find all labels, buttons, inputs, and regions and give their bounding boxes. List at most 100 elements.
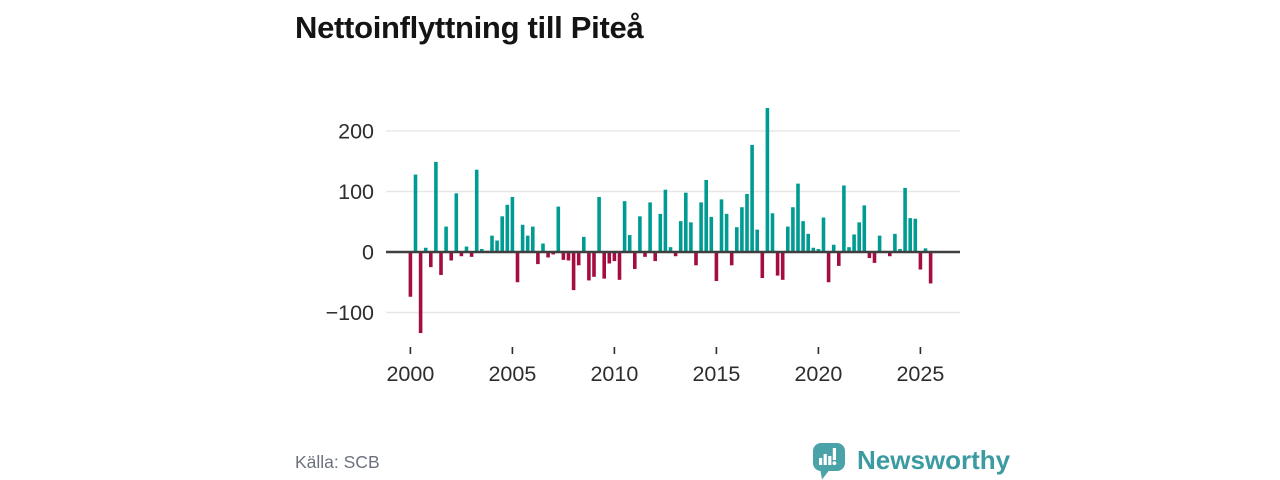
bar-2014-Q1 <box>694 252 698 266</box>
bar-2013-Q3 <box>684 192 688 252</box>
bar-2000-Q1 <box>408 252 413 297</box>
bar-2012-Q3 <box>663 189 668 252</box>
bar-2000-Q4 <box>423 247 428 252</box>
bar-2024-Q3 <box>908 218 912 252</box>
bar-2014-Q4 <box>709 216 714 252</box>
bar-2004-Q1 <box>490 235 494 252</box>
bar-2006-Q4 <box>546 252 550 258</box>
bar-2006-Q1 <box>531 226 535 252</box>
page-title: Nettoinflyttning till Piteå <box>295 10 644 45</box>
bar-2007-Q2 <box>556 206 561 253</box>
bar-2019-Q4 <box>811 247 816 252</box>
bar-2009-Q3 <box>602 252 606 279</box>
bar-2025-Q1 <box>918 252 923 270</box>
bar-2010-Q4 <box>627 235 632 252</box>
y-tick-label: 200 <box>338 120 374 144</box>
bar-2005-Q4 <box>525 235 530 252</box>
bar-2012-Q1 <box>653 252 657 262</box>
bar-2013-Q2 <box>678 221 683 253</box>
bar-2012-Q2 <box>658 213 663 252</box>
bar-2000-Q2 <box>413 174 418 252</box>
bar-2019-Q3 <box>806 233 810 252</box>
bar-2022-Q4 <box>872 252 877 263</box>
bar-2024-Q4 <box>913 218 918 252</box>
bar-2016-Q1 <box>735 227 739 252</box>
bar-2020-Q2 <box>821 217 826 252</box>
bar-2018-Q2 <box>780 252 785 280</box>
bar-2010-Q1 <box>612 252 617 262</box>
bar-2012-Q4 <box>668 247 673 252</box>
bar-2008-Q2 <box>576 252 581 266</box>
bar-2015-Q3 <box>724 213 729 252</box>
bar-2015-Q2 <box>719 199 724 252</box>
y-tick-label: 0 <box>362 241 374 265</box>
bar-2025-Q3 <box>928 252 933 284</box>
bar-2023-Q1 <box>877 235 882 252</box>
bar-2023-Q4 <box>893 233 897 252</box>
source-caption: Källa: SCB <box>295 452 380 472</box>
bar-2017-Q3 <box>765 108 770 252</box>
bar-2025-Q2 <box>923 248 928 252</box>
bar-2002-Q1 <box>449 252 453 261</box>
bar-2003-Q2 <box>474 169 479 252</box>
bar-2017-Q2 <box>760 252 765 279</box>
y-tick-label: 100 <box>338 180 374 204</box>
bar-2006-Q3 <box>541 243 545 252</box>
bar-2022-Q1 <box>857 222 861 252</box>
newsworthy-wordmark: Newsworthy <box>857 444 1011 475</box>
bar-2019-Q1 <box>796 183 800 252</box>
bar-2016-Q3 <box>745 193 749 252</box>
bar-2020-Q1 <box>816 248 821 252</box>
bar-2022-Q3 <box>867 252 872 259</box>
x-tick-label: 2005 <box>488 362 536 386</box>
bar-2018-Q1 <box>775 252 780 276</box>
bar-2023-Q3 <box>888 252 892 257</box>
bar-2001-Q1 <box>429 252 433 268</box>
bar-2014-Q3 <box>704 180 708 252</box>
bar-2024-Q1 <box>898 248 902 252</box>
bar-2006-Q2 <box>536 252 540 265</box>
bar-2015-Q4 <box>729 252 734 266</box>
bar-2003-Q3 <box>480 248 484 252</box>
bar-2016-Q2 <box>740 207 744 252</box>
bar-2019-Q2 <box>801 221 805 253</box>
bar-2005-Q2 <box>515 252 520 283</box>
bar-2011-Q1 <box>633 252 637 269</box>
bar-2002-Q2 <box>454 193 459 252</box>
bar-2000-Q3 <box>418 252 423 334</box>
bar-2021-Q2 <box>842 185 846 252</box>
bar-2001-Q3 <box>439 252 443 275</box>
bar-2007-Q3 <box>561 252 566 260</box>
bar-2011-Q2 <box>638 216 642 253</box>
x-tick-label: 2025 <box>896 362 944 386</box>
bar-2011-Q4 <box>648 202 652 252</box>
bar-2013-Q4 <box>689 222 693 252</box>
bar-2009-Q4 <box>607 252 612 264</box>
bar-2010-Q2 <box>617 252 622 280</box>
bar-2018-Q4 <box>791 207 795 252</box>
bar-2009-Q1 <box>592 252 596 277</box>
x-tick-label: 2020 <box>794 362 842 386</box>
bar-2020-Q3 <box>826 252 831 283</box>
bar-2020-Q4 <box>831 244 836 252</box>
bar-2005-Q3 <box>520 224 525 252</box>
bar-2002-Q4 <box>464 246 469 253</box>
bar-2014-Q2 <box>699 202 703 252</box>
bar-2024-Q2 <box>903 187 907 252</box>
bar-2007-Q4 <box>566 252 571 261</box>
bar-2018-Q3 <box>786 226 790 252</box>
bar-2011-Q3 <box>643 252 647 257</box>
bar-2013-Q1 <box>673 252 678 257</box>
bar-2004-Q3 <box>500 216 504 253</box>
bar-2021-Q1 <box>837 252 841 266</box>
bar-2021-Q4 <box>852 234 856 252</box>
bar-2021-Q3 <box>847 247 851 252</box>
bar-2008-Q1 <box>571 252 576 291</box>
bar-2001-Q2 <box>434 161 438 252</box>
bar-2022-Q2 <box>862 205 867 252</box>
bar-2009-Q2 <box>597 196 601 252</box>
bar-2008-Q4 <box>587 252 591 281</box>
bar-2008-Q3 <box>582 236 586 253</box>
bar-2001-Q4 <box>444 226 448 252</box>
